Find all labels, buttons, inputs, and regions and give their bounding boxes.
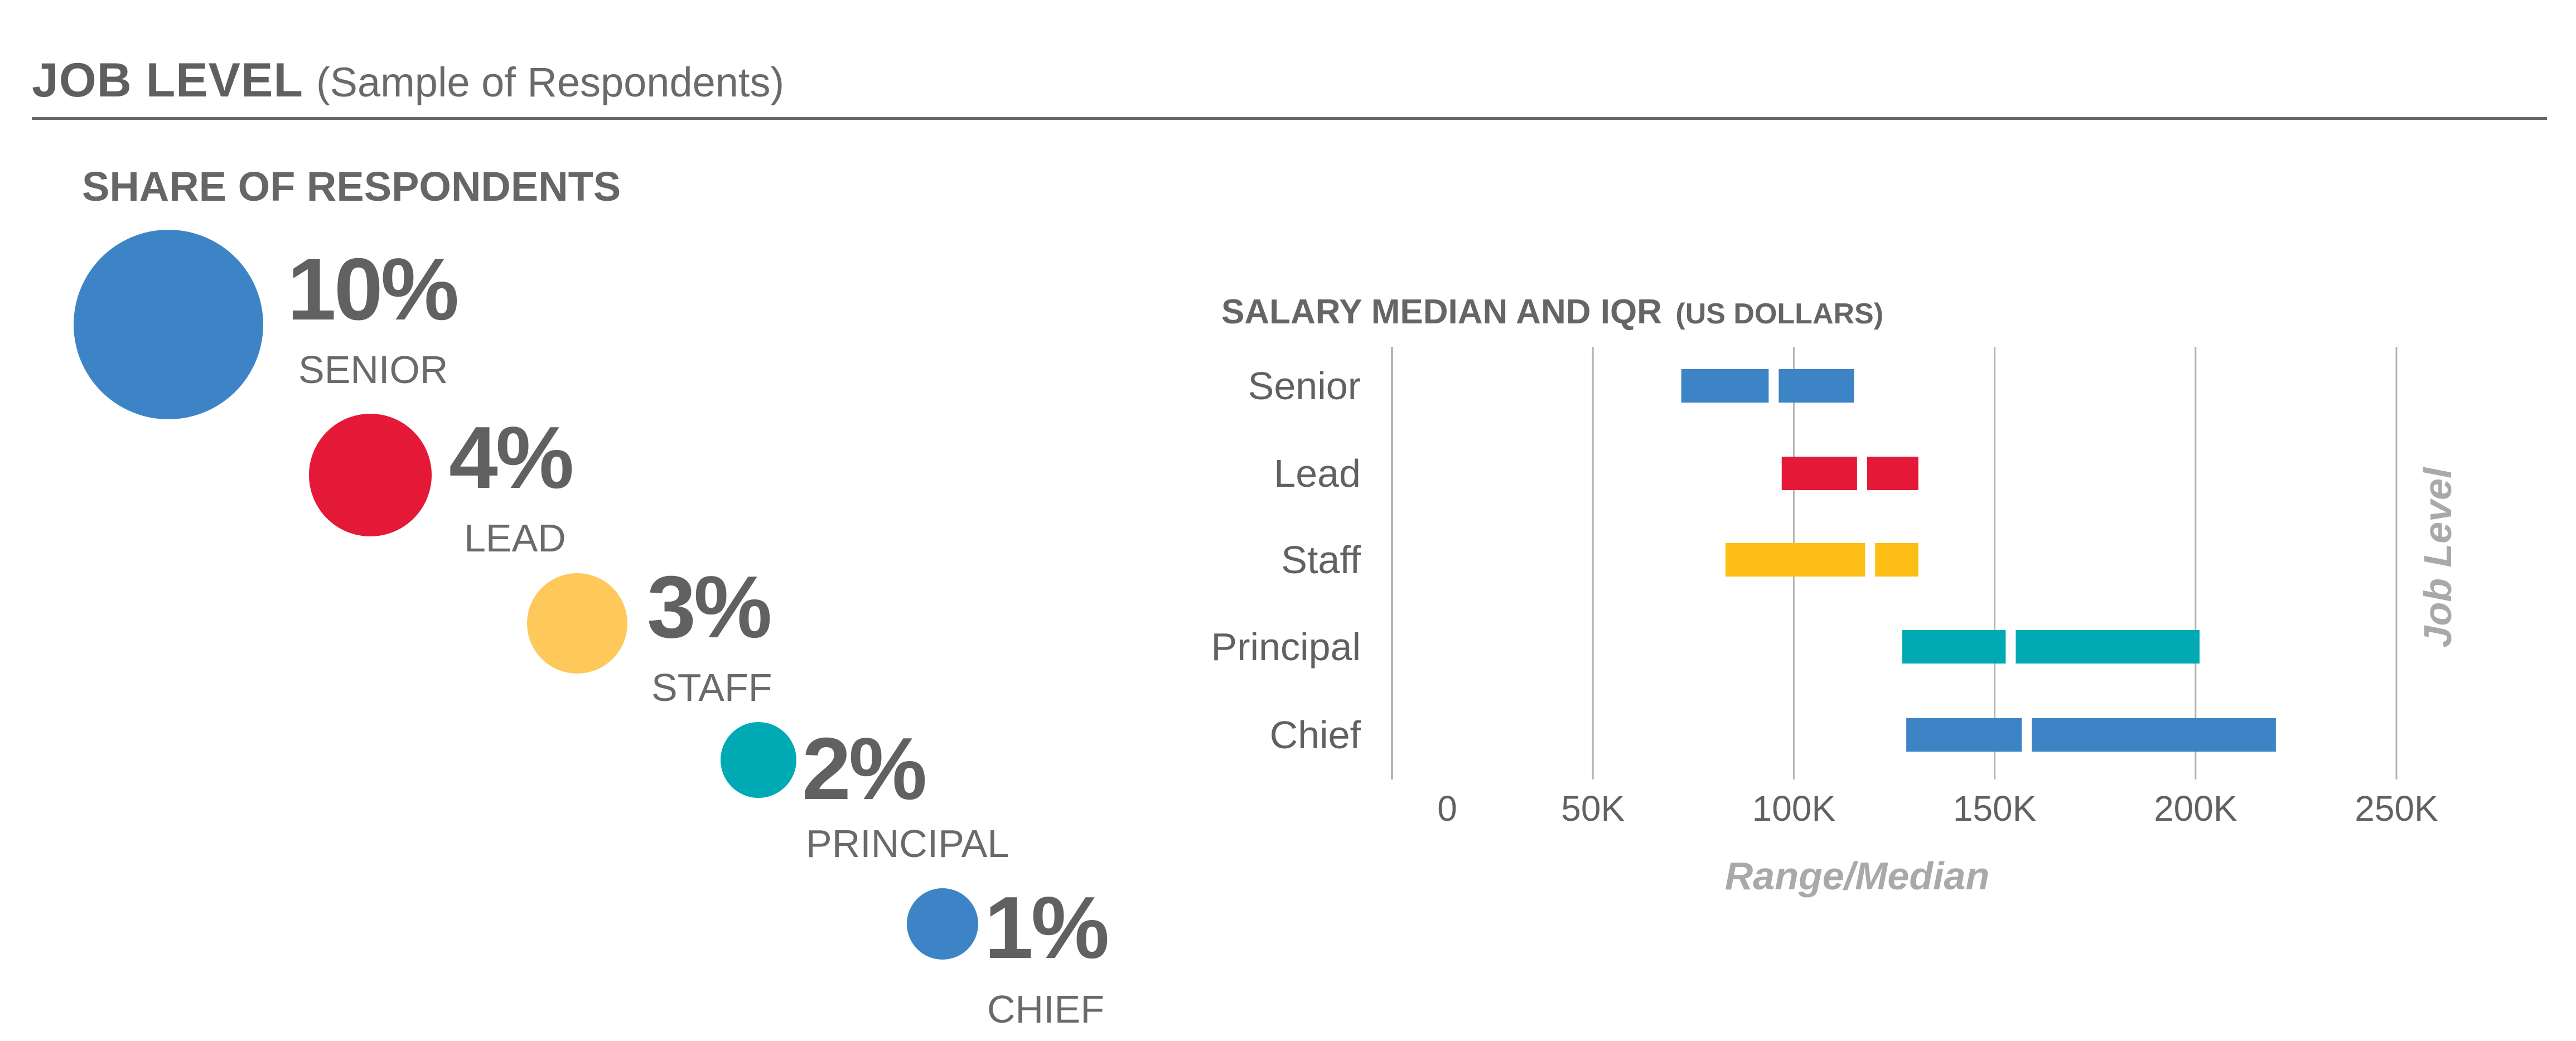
share-circle — [907, 888, 978, 960]
bar-lower-iqr-principal — [1902, 630, 2006, 664]
category-labels: Senior Lead Staff Principal Chief — [1211, 364, 1361, 757]
bar-upper-iqr-principal — [2016, 630, 2200, 664]
bar-upper-iqr-chief — [2032, 718, 2276, 752]
category-label: Staff — [1281, 538, 1361, 582]
salary-chart-title-suffix: (US DOLLARS) — [1675, 298, 1883, 330]
share-heading: SHARE OF RESPONDENTS — [82, 163, 621, 210]
bar-lower-iqr-staff — [1725, 543, 1865, 577]
bar-upper-iqr-staff — [1875, 543, 1918, 577]
share-percent: 2% — [802, 720, 927, 818]
salary-chart-title: SALARY MEDIAN AND IQR (US DOLLARS) — [1221, 293, 1883, 331]
page-subtitle: (Sample of Respondents) — [316, 59, 785, 105]
share-label: PRINCIPAL — [806, 822, 1009, 865]
x-tick-labels: 0 50K 100K 150K 200K 250K — [1437, 788, 2438, 829]
category-label: Senior — [1248, 364, 1361, 408]
share-circle — [721, 722, 796, 798]
category-label: Lead — [1274, 452, 1361, 495]
x-tick-label: 150K — [1953, 788, 2036, 829]
share-percent: 4% — [449, 409, 574, 507]
x-axis-title: Range/Median — [1725, 854, 1990, 898]
x-tick-label: 100K — [1752, 788, 1835, 829]
share-label: STAFF — [651, 666, 772, 709]
bar-upper-iqr-senior — [1778, 369, 1854, 403]
category-label: Principal — [1211, 625, 1361, 669]
bar-lower-iqr-lead — [1781, 457, 1857, 490]
x-tick-label: 50K — [1561, 788, 1625, 829]
salary-chart-title-main: SALARY MEDIAN AND IQR — [1221, 293, 1662, 331]
header: JOB LEVEL (Sample of Respondents) — [32, 53, 2547, 120]
category-label: Chief — [1270, 713, 1361, 757]
x-tick-label: 0 — [1437, 788, 1457, 829]
x-tick-label: 250K — [2355, 788, 2438, 829]
share-label: SENIOR — [298, 348, 448, 391]
y-axis-title: Job Level — [2416, 467, 2459, 647]
bar-lower-iqr-chief — [1906, 718, 2022, 752]
bar-upper-iqr-lead — [1867, 457, 1918, 490]
bar-lower-iqr-senior — [1681, 369, 1769, 403]
share-circle — [527, 573, 627, 674]
share-percent: 3% — [647, 558, 772, 656]
share-label: CHIEF — [987, 987, 1104, 1031]
page-title: JOB LEVEL — [32, 54, 303, 107]
share-label: LEAD — [464, 516, 566, 560]
gridlines — [1391, 347, 2398, 779]
bars — [1681, 369, 2276, 752]
share-circle — [74, 230, 263, 419]
share-percent: 1% — [984, 879, 1109, 977]
x-tick-label: 200K — [2154, 788, 2237, 829]
share-percent: 10% — [287, 240, 459, 338]
share-circle — [309, 414, 432, 536]
